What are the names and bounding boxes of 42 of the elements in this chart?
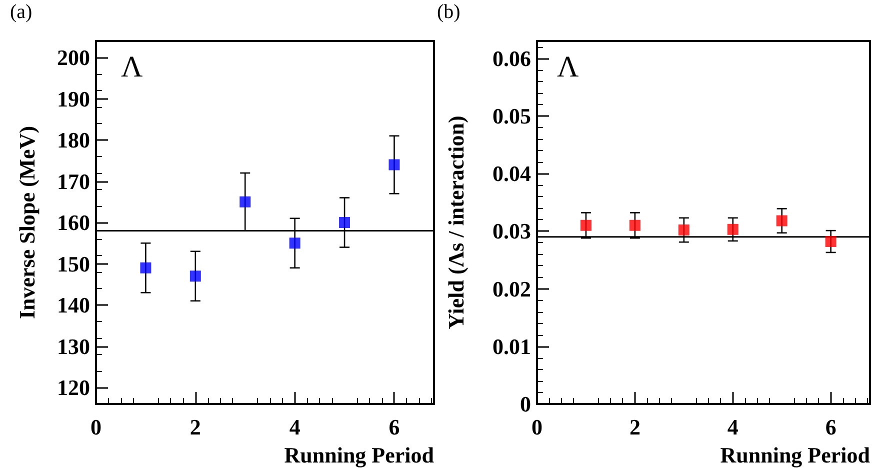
point bbox=[190, 270, 201, 282]
x-axis-title: Running Period bbox=[284, 442, 434, 468]
point bbox=[629, 220, 640, 231]
text: (a) bbox=[10, 1, 32, 23]
x-tick-label: 4 bbox=[727, 414, 738, 440]
point bbox=[289, 238, 300, 249]
x-tick-label: 6 bbox=[825, 414, 836, 440]
y-tick-label: 190 bbox=[57, 86, 90, 112]
point bbox=[727, 224, 738, 235]
point bbox=[580, 220, 592, 231]
y-tick-label: 170 bbox=[57, 168, 90, 194]
y-tick-label: 180 bbox=[57, 128, 90, 152]
y-tick-label: 0.03 bbox=[492, 218, 531, 244]
point bbox=[240, 196, 251, 208]
point bbox=[339, 217, 350, 228]
y-tick-label: 0.04 bbox=[492, 161, 531, 186]
y-tick-label: 130 bbox=[57, 334, 90, 359]
y-tick-label: 0.06 bbox=[492, 46, 531, 71]
point bbox=[776, 215, 788, 226]
x-axis-title: Running Period bbox=[720, 442, 870, 468]
y-tick-label: 140 bbox=[57, 292, 90, 318]
text: (b) bbox=[437, 1, 460, 23]
y-tick-label: 150 bbox=[57, 251, 90, 276]
y-tick-label: 0.05 bbox=[492, 103, 531, 128]
y-tick-label: 120 bbox=[57, 375, 90, 400]
x-tick-label: 2 bbox=[629, 414, 640, 440]
point bbox=[388, 159, 400, 170]
x-tick-label: 2 bbox=[190, 414, 201, 440]
x-tick-label: 4 bbox=[289, 414, 300, 440]
annotation: Λ bbox=[121, 50, 143, 84]
y-tick-label: 0 bbox=[520, 392, 531, 416]
y-tick-label: 0.01 bbox=[492, 334, 531, 359]
point bbox=[825, 236, 836, 248]
y-tick-label: 200 bbox=[57, 45, 90, 70]
y-tick-label: 0.02 bbox=[492, 276, 531, 302]
y-axis-title: Inverse Slope (MeV) bbox=[14, 126, 40, 320]
point bbox=[140, 262, 152, 274]
y-axis-title: Yield (Λs / interaction) bbox=[444, 116, 468, 330]
point bbox=[678, 224, 690, 236]
annotation: Λ bbox=[557, 50, 579, 84]
x-tick-label: 6 bbox=[388, 414, 400, 440]
y-tick-label: 160 bbox=[57, 210, 90, 235]
